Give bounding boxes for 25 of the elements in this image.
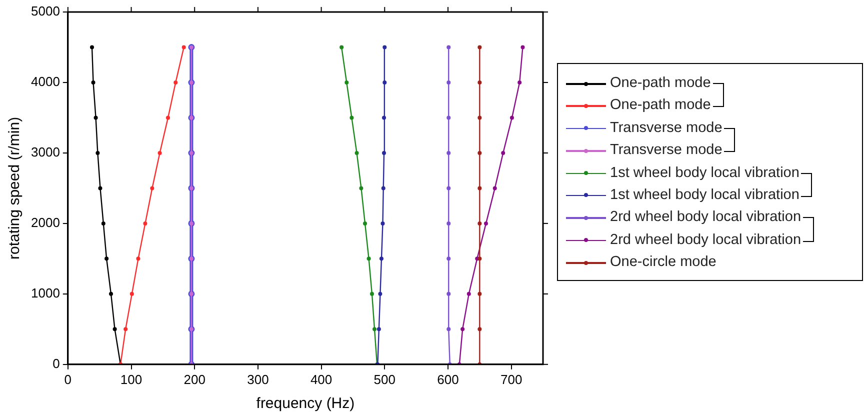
y-tick-label: 0: [52, 356, 60, 371]
legend-label: Transverse mode: [610, 141, 722, 160]
x-tick-label: 400: [310, 372, 332, 387]
x-tick-label: 600: [437, 372, 459, 387]
x-tick-label: 500: [374, 372, 396, 387]
x-tick-label: 300: [247, 372, 269, 387]
y-axis-title: rotating speed (r/min): [6, 116, 24, 260]
legend-label: 1st wheel body local vibration: [610, 186, 800, 205]
legend-label: 2rd wheel body local vibration: [610, 208, 802, 228]
x-axis-title: frequency (Hz): [256, 395, 355, 412]
x-tick-label: 0: [64, 372, 72, 387]
legend-label: One-circle mode: [610, 253, 716, 272]
x-tick-label: 100: [120, 372, 142, 387]
y-tick-label: 5000: [31, 4, 60, 19]
legend-label: One-path mode: [610, 74, 711, 93]
y-tick-label: 3000: [31, 144, 60, 160]
legend-label: Transverse mode: [610, 118, 722, 138]
legend-label: 1st wheel body local vibration: [610, 164, 800, 183]
x-tick-label: 700: [500, 372, 522, 387]
y-tick-label: 2000: [31, 215, 60, 230]
y-tick-label: 4000: [31, 74, 60, 90]
x-tick-label: 200: [184, 372, 206, 387]
legend-label: One-path mode: [610, 96, 711, 116]
legend-label: 2rd wheel body local vibration: [610, 230, 802, 250]
y-tick-label: 1000: [31, 286, 60, 300]
